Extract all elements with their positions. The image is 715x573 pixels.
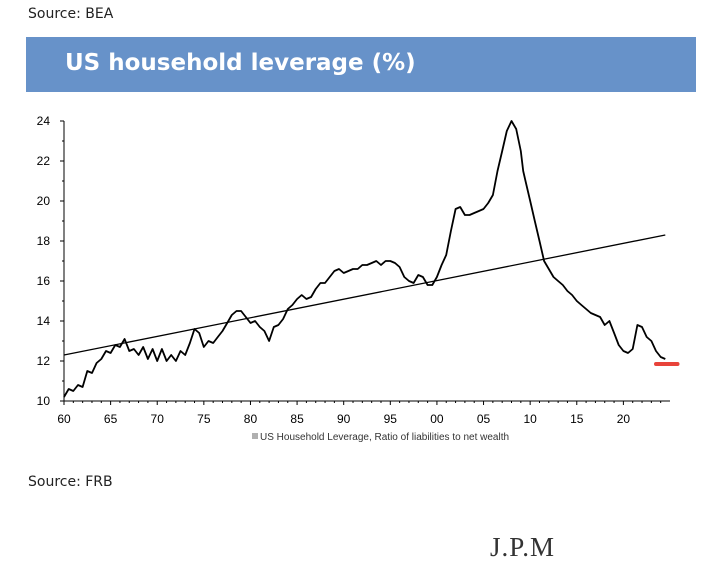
x-tick-label: 95: [384, 412, 398, 426]
chart-title: US household leverage (%): [65, 50, 416, 76]
y-tick-label: 20: [37, 194, 51, 208]
y-tick-label: 12: [37, 354, 51, 368]
x-tick-label: 00: [430, 412, 444, 426]
x-tick-label: 85: [290, 412, 304, 426]
x-tick-label: 75: [197, 412, 211, 426]
y-tick-label: 16: [37, 274, 51, 288]
x-tick-label: 80: [244, 412, 258, 426]
leverage-series-line: [63, 120, 666, 398]
y-tick-label: 10: [37, 394, 51, 408]
title-band: US household leverage (%): [26, 37, 696, 92]
source-top: Source: BEA: [28, 6, 114, 22]
legend-label: US Household Leverage, Ratio of liabilit…: [260, 432, 509, 443]
source-bottom: Source: FRB: [28, 474, 113, 490]
x-tick-label: 65: [104, 412, 118, 426]
y-tick-label: 14: [37, 314, 51, 328]
trend-line: [63, 234, 666, 356]
x-tick-label: 60: [57, 412, 71, 426]
x-tick-label: 10: [523, 412, 537, 426]
legend-swatch: [252, 433, 258, 439]
x-tick-label: 70: [151, 412, 165, 426]
x-tick-label: 05: [477, 412, 491, 426]
x-tick-label: 15: [570, 412, 584, 426]
y-tick-label: 18: [37, 234, 51, 248]
chart-area: 10 12 14 16 18 20 22 24 60 65 70 75 80 85 90 95 00 05 10 15…: [0, 100, 715, 460]
y-tick-label: 22: [37, 154, 51, 168]
y-tick-label: 24: [37, 114, 51, 128]
jpm-logo: J.P.M: [490, 532, 556, 562]
logo-fade-overlay: [560, 540, 710, 570]
x-tick-label: 20: [617, 412, 631, 426]
x-tick-label: 90: [337, 412, 351, 426]
leverage-line-chart: 10 12 14 16 18 20 22 24 60 65 70 75 80 85 90 95 00 05 10 15…: [37, 114, 680, 443]
